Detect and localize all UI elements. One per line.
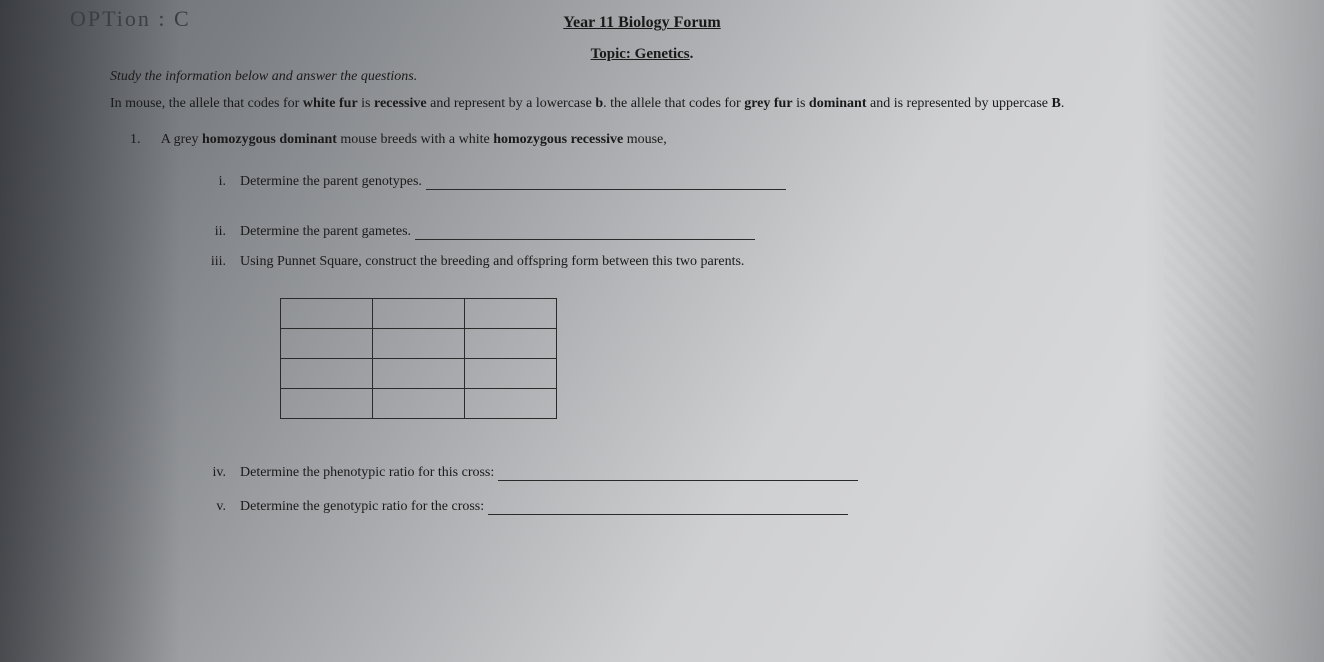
q1-bold: homozygous dominant [202, 132, 337, 147]
para-bold: white fur [303, 96, 358, 111]
info-paragraph: In mouse, the allele that codes for whit… [110, 93, 1204, 114]
roman-i: i. [200, 174, 240, 190]
page-title: Year 11 Biology Forum [80, 14, 1204, 32]
para-seg: . the allele that codes for [603, 96, 744, 111]
para-seg: In mouse, the allele that codes for [110, 96, 303, 111]
sub-v-text: Determine the genotypic ratio for the cr… [240, 499, 484, 515]
answer-blank-i[interactable] [426, 176, 786, 190]
q1-seg: A grey [161, 132, 202, 147]
para-seg: is [793, 96, 809, 111]
question-1: 1. A grey homozygous dominant mouse bree… [130, 132, 1204, 148]
topic-dot: . [690, 46, 694, 63]
sub-question-iv: iv. Determine the phenotypic ratio for t… [200, 465, 1204, 481]
handwritten-option: OPTion : C [70, 6, 191, 32]
sub-question-i: i. Determine the parent genotypes. [200, 174, 1204, 190]
sub-question-iii: iii. Using Punnet Square, construct the … [200, 254, 1204, 270]
para-seg: and is represented by uppercase [866, 96, 1051, 111]
sub-ii-text: Determine the parent gametes. [240, 224, 411, 240]
answer-blank-ii[interactable] [415, 226, 755, 240]
punnett-table[interactable] [280, 298, 557, 419]
table-row [281, 299, 557, 329]
instruction-line: Study the information below and answer t… [110, 69, 1204, 85]
q1-number: 1. [130, 132, 158, 148]
q1-bold: homozygous recessive [493, 132, 623, 147]
answer-blank-iv[interactable] [498, 467, 858, 481]
answer-blank-v[interactable] [488, 501, 848, 515]
sub-i-text: Determine the parent genotypes. [240, 174, 422, 190]
para-bold: recessive [374, 96, 427, 111]
para-bold: dominant [809, 96, 867, 111]
para-bold: b [595, 96, 603, 111]
sub-iv-text: Determine the phenotypic ratio for this … [240, 465, 494, 481]
para-seg: . [1061, 96, 1065, 111]
sub-iii-text: Using Punnet Square, construct the breed… [240, 254, 744, 270]
sub-question-ii: ii. Determine the parent gametes. [200, 224, 1204, 240]
para-seg: and represent by a lowercase [427, 96, 596, 111]
roman-v: v. [200, 499, 240, 515]
q1-seg: mouse breeds with a white [337, 132, 493, 147]
table-row [281, 359, 557, 389]
table-row [281, 329, 557, 359]
worksheet-page: OPTion : C Year 11 Biology Forum Topic: … [0, 0, 1324, 662]
roman-iii: iii. [200, 254, 240, 270]
para-bold: grey fur [744, 96, 792, 111]
punnett-square [280, 298, 1204, 419]
topic-heading: Topic: Genetics. [80, 46, 1204, 63]
table-row [281, 389, 557, 419]
roman-iv: iv. [200, 465, 240, 481]
roman-ii: ii. [200, 224, 240, 240]
para-seg: is [358, 96, 374, 111]
para-bold: B [1052, 96, 1061, 111]
topic-text: Topic: Genetics [591, 46, 690, 62]
sub-question-v: v. Determine the genotypic ratio for the… [200, 499, 1204, 515]
q1-seg: mouse, [623, 132, 667, 147]
